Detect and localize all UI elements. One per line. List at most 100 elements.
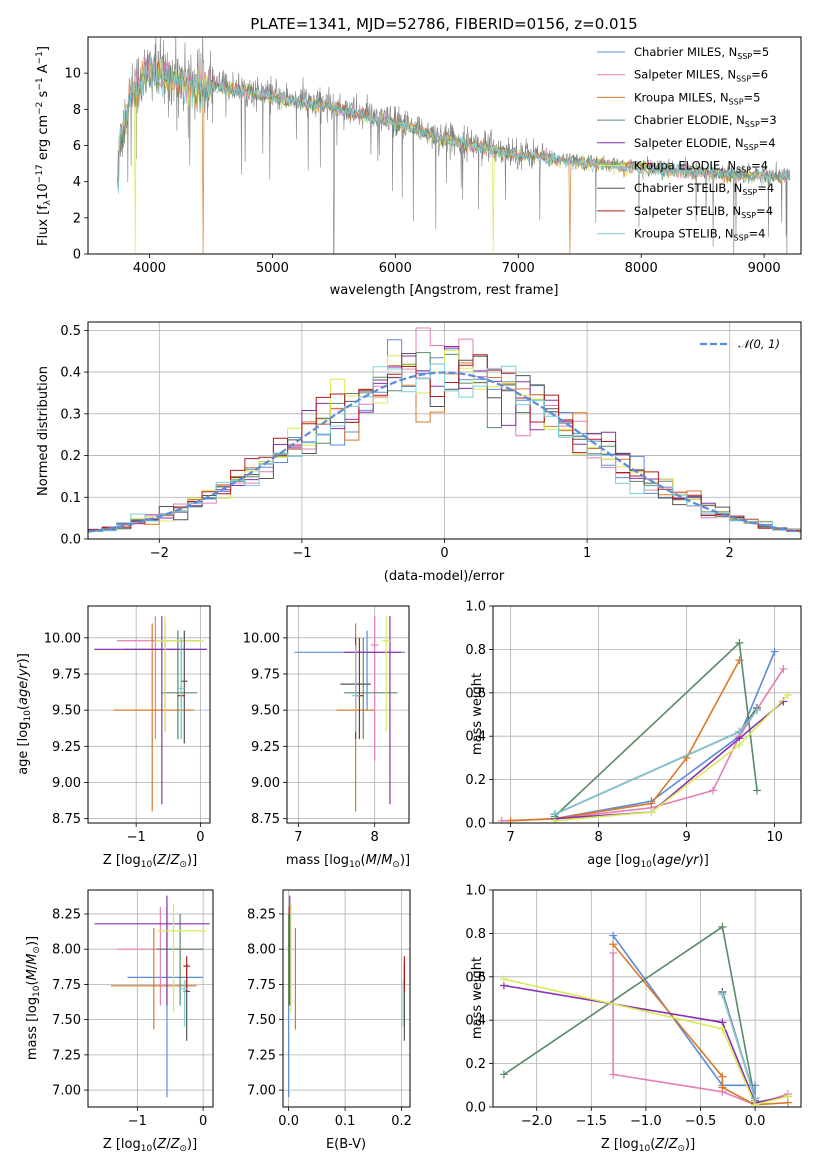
mass-z-xlabel: Z [log10(Z/Z⊙)] [103, 1137, 197, 1154]
model-spectrum-kroupa-stelib [117, 56, 790, 194]
y-tick-label: 10.00 [243, 631, 280, 646]
y-tick-label: 7.25 [247, 1048, 276, 1063]
weight-marker-kroupa-elodie [499, 974, 508, 983]
legend-label-chabrier-stelib: Chabrier STELIB, NSSP=4 [634, 181, 774, 197]
age-z-ylabel: age [log10(age/yr)] [16, 653, 33, 775]
age-vs-z-panel: −1 0 8.75 9.00 9.25 9.50 9.75 10.00 [44, 605, 211, 845]
residuals-ylabel: Normed distribution [36, 366, 51, 496]
x-tick-label: 2 [726, 546, 734, 561]
axes-frame [282, 889, 411, 1108]
y-tick-label: 0.0 [465, 817, 486, 832]
y-tick-label: 7.50 [247, 1013, 276, 1028]
mass-z-ylabel: mass [log10(M/M⊙)] [25, 936, 42, 1060]
plot-area [94, 616, 207, 812]
y-tick-label: 0.8 [465, 927, 486, 942]
y-tick-label: 0.4 [465, 730, 486, 745]
mass-ebv-xlabel: E(B-V) [326, 1137, 366, 1152]
legend-label-chabrier-elodie: Chabrier ELODIE, NSSP=3 [634, 113, 777, 129]
y-tick-label: 0.3 [60, 407, 81, 422]
weight-marker-kroupa-miles [718, 1072, 727, 1081]
weight-line-kroupa-elodie [554, 694, 789, 822]
axes-frame [87, 889, 214, 1108]
axes-frame [286, 605, 410, 824]
weight-line-kroupa-elodie [503, 978, 789, 1106]
y-tick-label: 8.00 [52, 943, 81, 958]
x-tick-label: −1 [292, 546, 311, 561]
y-tick-label: 7.75 [247, 978, 276, 993]
age-vs-mass-panel: 7 8 8.75 9.00 9.25 9.50 9.75 10.00 [243, 605, 410, 845]
y-tick-label: 0.6 [465, 970, 486, 985]
x-tick-label: −1 [127, 830, 146, 845]
axes-frame [87, 321, 802, 540]
spectrum-panel: 4000 5000 6000 7000 8000 9000 0 2 4 6 8 10 Chabrier … [64, 36, 802, 276]
plot-area [88, 327, 801, 533]
plot-area [499, 922, 792, 1107]
y-tick-label: 0.4 [60, 366, 81, 381]
legend-label-kroupa-elodie: Kroupa ELODIE, NSSP=4 [634, 159, 768, 175]
x-tick-label: 5000 [256, 261, 289, 276]
weight-marker-kroupa-elodie [647, 808, 656, 817]
y-tick-label: 10.00 [44, 631, 81, 646]
axes-frame [492, 889, 802, 1108]
legend-label-chabrier-miles: Chabrier MILES, NSSP=5 [634, 45, 769, 61]
x-tick-label: 8 [594, 830, 602, 845]
x-tick-label: 0 [440, 546, 448, 561]
x-tick-label: 9000 [748, 261, 781, 276]
y-tick-label: 0.4 [465, 1014, 486, 1029]
y-tick-label: 0.2 [465, 773, 486, 788]
weight-marker-chabrier-elodie [753, 786, 761, 795]
axes-frame [87, 605, 211, 824]
weight-marker-kroupa-miles [609, 940, 618, 949]
weight-marker-chabrier-elodie [499, 1070, 508, 1079]
x-tick-label: 0 [199, 1114, 207, 1129]
y-tick-label: 9.75 [52, 667, 81, 682]
weight-marker-kroupa-miles [647, 799, 656, 808]
residuals-xlabel: (data-model)/error [384, 569, 505, 584]
weight-marker-kroupa-stelib [718, 990, 727, 999]
weight-marker-kroupa-elodie [783, 1092, 792, 1101]
x-tick-label: −1 [128, 1114, 147, 1129]
x-tick-label: 0 [196, 830, 204, 845]
age-mass-xlabel: mass [log10(M/M⊙)] [286, 853, 410, 870]
legend-label-kroupa-miles: Kroupa MILES, NSSP=5 [634, 90, 760, 106]
age-z-xlabel: Z [log10(Z/Z⊙)] [103, 853, 197, 870]
weight-age-xlabel: age [log10(age/yr)] [587, 853, 709, 870]
plot-area [117, 37, 791, 254]
y-tick-label: 8.75 [52, 812, 81, 827]
y-tick-label: 9.25 [52, 740, 81, 755]
weight-marker-salpeter-miles [497, 816, 506, 823]
plot-area [497, 638, 792, 823]
x-tick-label: −1.5 [576, 1114, 608, 1129]
model-spectrum-salpeter-miles [117, 56, 790, 188]
axes-frame [492, 605, 802, 824]
y-tick-label: 9.25 [251, 740, 280, 755]
y-tick-label: 7.75 [52, 978, 81, 993]
x-tick-label: 0.1 [335, 1114, 356, 1129]
y-tick-label: 0.2 [465, 1057, 486, 1072]
x-tick-label: 7 [506, 830, 514, 845]
legend-label-salpeter-miles: Salpeter MILES, NSSP=6 [634, 68, 768, 84]
y-tick-label: 1.0 [465, 884, 486, 899]
y-tick-label: 0 [73, 248, 81, 263]
histogram-kroupa-elodie [88, 349, 801, 532]
x-tick-label: 0.2 [391, 1114, 412, 1129]
weight-marker-kroupa-miles [506, 816, 515, 823]
x-tick-label: 10 [766, 830, 783, 845]
mass-vs-ebv-panel: 0.0 0.1 0.2 7.00 7.25 7.50 7.75 8.00 8.25 [247, 889, 412, 1129]
y-tick-label: 7.50 [52, 1013, 81, 1028]
x-tick-label: −1.0 [630, 1114, 662, 1129]
y-tick-label: 8.00 [247, 943, 276, 958]
x-tick-label: 9 [682, 830, 690, 845]
legend-label-normal: 𝒩(0, 1) [738, 337, 780, 351]
weight-marker-kroupa-stelib [753, 706, 761, 715]
axes-frame [87, 36, 802, 255]
spectrum-title: PLATE=1341, MJD=52786, FIBERID=0156, z=0… [250, 15, 637, 33]
y-tick-label: 8.75 [251, 812, 280, 827]
x-tick-label: −0.5 [685, 1114, 717, 1129]
y-tick-label: 0.6 [465, 686, 486, 701]
residuals-panel: −2 −1 0 1 2 0.0 0.1 0.2 0.3 0.4 0.5 𝒩(0, 1) [60, 321, 802, 561]
x-tick-label: 4000 [133, 261, 166, 276]
legend-label-salpeter-elodie: Salpeter ELODIE, NSSP=4 [634, 136, 776, 152]
plot-area [294, 616, 406, 812]
